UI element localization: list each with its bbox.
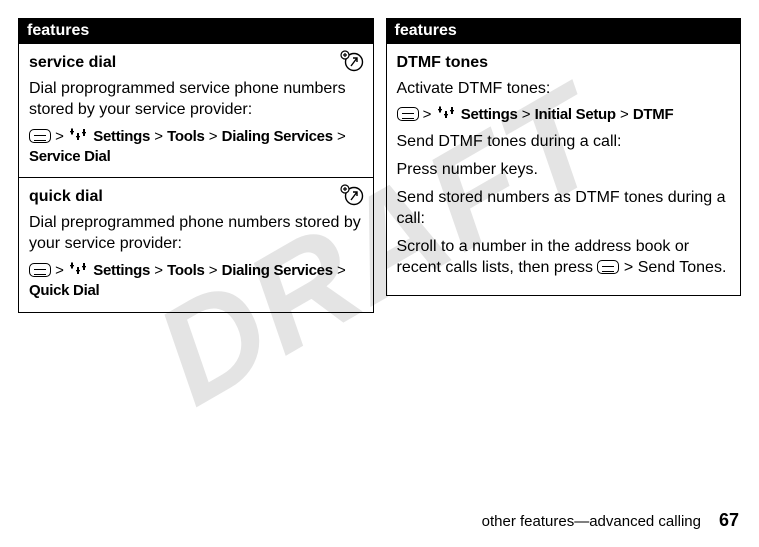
row-body: Press number keys. [397, 159, 731, 181]
path-p2: Tools [167, 128, 204, 145]
path-settings: Settings [93, 128, 150, 145]
path-p3: Dialing Services [222, 262, 333, 279]
availability-icon [339, 50, 365, 72]
left-table: features service dial Dial proprogrammed… [18, 18, 374, 313]
gt: > [423, 106, 436, 123]
gt: > [209, 128, 222, 145]
gt: > [55, 262, 68, 279]
path-p4: Quick Dial [29, 282, 99, 299]
row-title: quick dial [29, 186, 363, 208]
settings-icon [69, 262, 87, 278]
row-body: Dial preprogrammed phone numbers stored … [29, 212, 363, 255]
row-title: DTMF tones [397, 52, 731, 74]
menu-key-icon [597, 260, 619, 274]
row-path: > Settings > Initial Setup > DTMF [397, 105, 731, 125]
row-body: Send stored numbers as DTMF tones during… [397, 187, 731, 230]
footer-label: other features—advanced calling [482, 513, 701, 530]
path-p2: Tools [167, 262, 204, 279]
inline-text: . [722, 259, 726, 276]
gt: > [209, 262, 222, 279]
gt: > [620, 106, 633, 123]
right-column: features DTMF tones Activate DTMF tones:… [386, 18, 742, 313]
row-path: > Settings > Tools > Dialing Services > … [29, 127, 363, 168]
gt: > [522, 106, 535, 123]
path-p2: Initial Setup [535, 106, 616, 123]
gt: > [337, 128, 346, 145]
content-columns: features service dial Dial proprogrammed… [0, 0, 759, 313]
path-p3: DTMF [633, 106, 673, 123]
path-settings: Settings [93, 262, 150, 279]
path-send-tones: Send Tones [638, 259, 722, 276]
right-table: features DTMF tones Activate DTMF tones:… [386, 18, 742, 296]
right-header: features [386, 19, 741, 44]
gt: > [337, 262, 346, 279]
row-body: Scroll to a number in the address book o… [397, 236, 731, 279]
menu-key-icon [29, 263, 51, 277]
row-path: > Settings > Tools > Dialing Services > … [29, 261, 363, 302]
gt: > [624, 259, 638, 276]
left-header: features [19, 19, 374, 44]
table-row: quick dial Dial preprogrammed phone numb… [19, 178, 374, 312]
row-body: Activate DTMF tones: [397, 78, 731, 100]
page-footer: other features—advanced calling 67 [482, 510, 739, 531]
path-p3: Dialing Services [222, 128, 333, 145]
availability-icon [339, 184, 365, 206]
table-row: service dial Dial proprogrammed service … [19, 44, 374, 178]
table-row: DTMF tones Activate DTMF tones: > Settin… [386, 44, 741, 296]
row-title: service dial [29, 52, 363, 74]
row-body: Dial proprogrammed service phone numbers… [29, 78, 363, 121]
path-settings: Settings [461, 106, 518, 123]
page-number: 67 [719, 510, 739, 531]
settings-icon [69, 128, 87, 144]
menu-key-icon [397, 107, 419, 121]
gt: > [154, 128, 167, 145]
gt: > [55, 128, 68, 145]
path-p4: Service Dial [29, 148, 110, 165]
menu-key-icon [29, 129, 51, 143]
settings-icon [437, 106, 455, 122]
row-body: Send DTMF tones during a call: [397, 131, 731, 153]
gt: > [154, 262, 167, 279]
left-column: features service dial Dial proprogrammed… [18, 18, 374, 313]
